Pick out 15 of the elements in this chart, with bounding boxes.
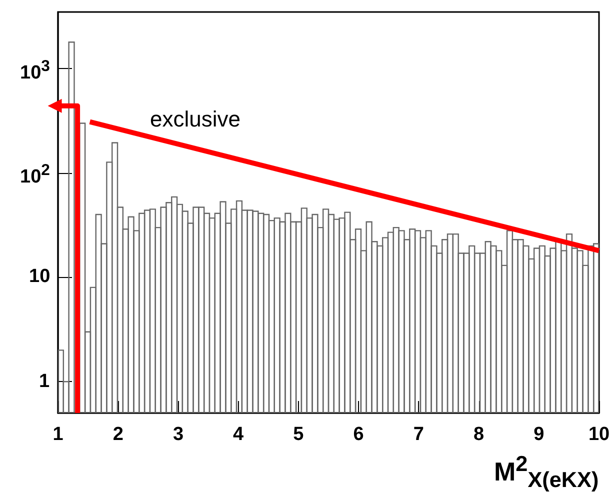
x-tick-label: 7: [413, 424, 424, 445]
x-tick-label: 3: [172, 424, 184, 445]
x-tick-label: 1: [52, 424, 64, 445]
y-tick-label: 10$^{2}$: [20, 162, 50, 188]
x-tick-label: 5: [293, 424, 304, 445]
y-tick-label: 10: [29, 266, 50, 288]
x-tick-label: 4: [233, 424, 244, 445]
y-tick-label: 10$^{3}$: [20, 58, 50, 84]
annotation: exclusive: [150, 106, 240, 132]
x-tick-label: 2: [112, 424, 124, 445]
x-tick-label: 10: [588, 424, 610, 445]
x-tick-label: 9: [534, 424, 544, 445]
y-tick-label: 1: [39, 370, 50, 392]
x-tick-label: 8: [473, 424, 484, 445]
x-tick-label: 6: [353, 424, 364, 445]
